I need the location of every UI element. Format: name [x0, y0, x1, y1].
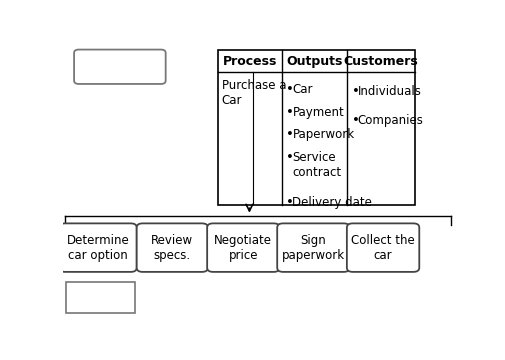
Text: Payment: Payment [292, 105, 344, 118]
Text: Paperwork: Paperwork [292, 128, 355, 141]
Text: •: • [351, 114, 360, 127]
Text: •: • [286, 105, 294, 118]
Text: •: • [286, 128, 294, 141]
FancyBboxPatch shape [59, 223, 137, 272]
Text: Service
contract: Service contract [292, 151, 341, 179]
Text: Negotiate
price: Negotiate price [214, 234, 272, 262]
FancyBboxPatch shape [347, 223, 419, 272]
FancyBboxPatch shape [74, 50, 166, 84]
Text: •: • [286, 83, 294, 96]
Text: Companies: Companies [358, 114, 424, 127]
Text: Car: Car [292, 83, 313, 96]
Text: Review
specs.: Review specs. [152, 234, 193, 262]
Text: Process: Process [222, 55, 277, 68]
Text: Purchase a
Car: Purchase a Car [222, 79, 286, 107]
Text: •: • [286, 151, 294, 164]
Text: •: • [286, 197, 294, 210]
Text: Customers: Customers [344, 55, 419, 68]
Text: Determine
car option: Determine car option [67, 234, 129, 262]
Bar [66, 282, 135, 314]
Text: Sign
paperwork: Sign paperwork [282, 234, 345, 262]
FancyBboxPatch shape [137, 223, 208, 272]
FancyBboxPatch shape [207, 223, 280, 272]
Text: Outputs: Outputs [286, 55, 342, 68]
Text: Delivery date: Delivery date [292, 197, 372, 210]
Text: •: • [351, 85, 360, 98]
FancyBboxPatch shape [277, 223, 349, 272]
Text: Collect the
car: Collect the car [351, 234, 415, 262]
Text: Individuals: Individuals [358, 85, 422, 98]
Bar [218, 50, 415, 205]
